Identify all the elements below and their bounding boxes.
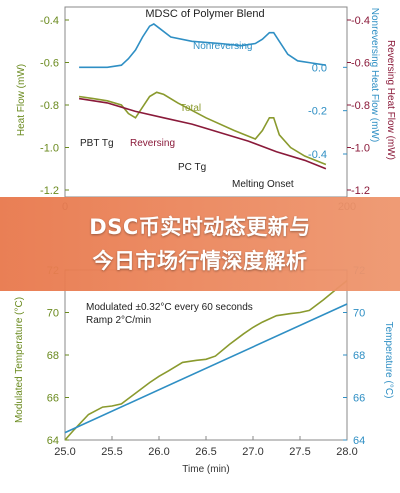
top-y2-tick-label: -0.4 [308, 149, 327, 161]
annotation-melting-onset: Melting Onset [232, 179, 294, 190]
bottom-y-tick-label: 66 [47, 393, 59, 405]
annotation-reversing: Reversing [130, 138, 175, 149]
top-y3-tick-label: -0.8 [351, 100, 370, 112]
top-y3-ticks: -0.4 -0.6 -0.8 -1.0 -1.2 [347, 15, 370, 197]
bottom-y2-ticks: 6466687072 [343, 265, 365, 447]
top-y2-axis-label: Nonreversing Heat Flow (mW) [369, 8, 380, 142]
bottom-y-axis-label: Modulated Temperature (°C) [14, 297, 25, 423]
bottom-y2-axis-label: Temperature (°C) [383, 322, 394, 399]
annotation-pbt-tg: PBT Tg [80, 138, 114, 149]
bottom-x-tick-label: 26.0 [148, 446, 169, 458]
bottom-x-tick-label: 28.0 [336, 446, 357, 458]
bottom-y-tick-label: 68 [47, 350, 59, 362]
series-line-modulated-temperature [64, 279, 348, 441]
series-line-nonreversing [79, 23, 327, 69]
bottom-series [64, 279, 348, 441]
bottom-x-axis-label: Time (min) [182, 464, 229, 475]
bottom-y-tick-label: 64 [47, 435, 59, 447]
top-y-axis-label: Heat Flow (mW) [16, 64, 27, 136]
headline-line-1: DSC币实时动态更新与 [89, 215, 311, 239]
annotation-modulation: Modulated ±0.32°C every 60 seconds [86, 302, 253, 313]
bottom-x-tick-label: 25.0 [54, 446, 75, 458]
series-line-temperature [64, 303, 348, 434]
series-line-reversing [78, 97, 327, 170]
bottom-chart: Modulated Temperature (°C) Temperature (… [14, 265, 394, 475]
bottom-y2-tick-label: 68 [353, 350, 365, 362]
top-y3-tick-label: -0.4 [351, 15, 370, 27]
top-chart: MDSC of Polymer Blend Heat Flow (mW) Non… [16, 6, 396, 213]
bottom-x-ticks: 25.0 25.5 26.0 26.5 27.0 27.5 28.0 [54, 436, 358, 458]
top-y2-tick-label: -0.2 [308, 106, 327, 118]
bottom-x-tick-label: 27.5 [289, 446, 310, 458]
top-y-tick-label: -0.4 [40, 15, 59, 27]
top-series [78, 23, 327, 170]
top-y-ticks: -0.4 -0.6 -0.8 -1.0 -1.2 [40, 15, 69, 197]
bottom-x-tick-label: 25.5 [101, 446, 122, 458]
bottom-y-ticks: 6466687072 [47, 265, 69, 447]
bottom-chart-frame [64, 269, 348, 441]
top-y-tick-label: -1.2 [40, 185, 59, 197]
annotation-pc-tg: PC Tg [178, 162, 206, 173]
top-y3-tick-label: -1.0 [351, 143, 370, 155]
top-y2-ticks: 0.0-0.2-0.4 [308, 62, 347, 161]
headline-line-2: 今日市场行情深度解析 [92, 249, 308, 273]
top-y-tick-label: -0.6 [40, 58, 59, 70]
bottom-x-tick-label: 26.5 [195, 446, 216, 458]
top-y-tick-label: -1.0 [40, 143, 59, 155]
annotation-nonreversing: Nonreversing [193, 41, 252, 52]
annotation-total: Total [180, 103, 201, 114]
bottom-y2-tick-label: 66 [353, 393, 365, 405]
top-y-tick-label: -0.8 [40, 100, 59, 112]
top-y3-axis-label: Reversing Heat Flow (mW) [385, 40, 396, 160]
series-line-total [78, 91, 327, 166]
headline-banner: DSC币实时动态更新与 今日市场行情深度解析 [0, 197, 400, 291]
top-y3-tick-label: -1.2 [351, 185, 370, 197]
bottom-y2-tick-label: 64 [353, 435, 365, 447]
annotation-ramp: Ramp 2°C/min [86, 315, 151, 326]
top-chart-title: MDSC of Polymer Blend [145, 8, 264, 20]
bottom-y2-tick-label: 70 [353, 308, 365, 320]
top-y3-tick-label: -0.6 [351, 58, 370, 70]
bottom-x-tick-label: 27.0 [242, 446, 263, 458]
bottom-y-tick-label: 70 [47, 308, 59, 320]
